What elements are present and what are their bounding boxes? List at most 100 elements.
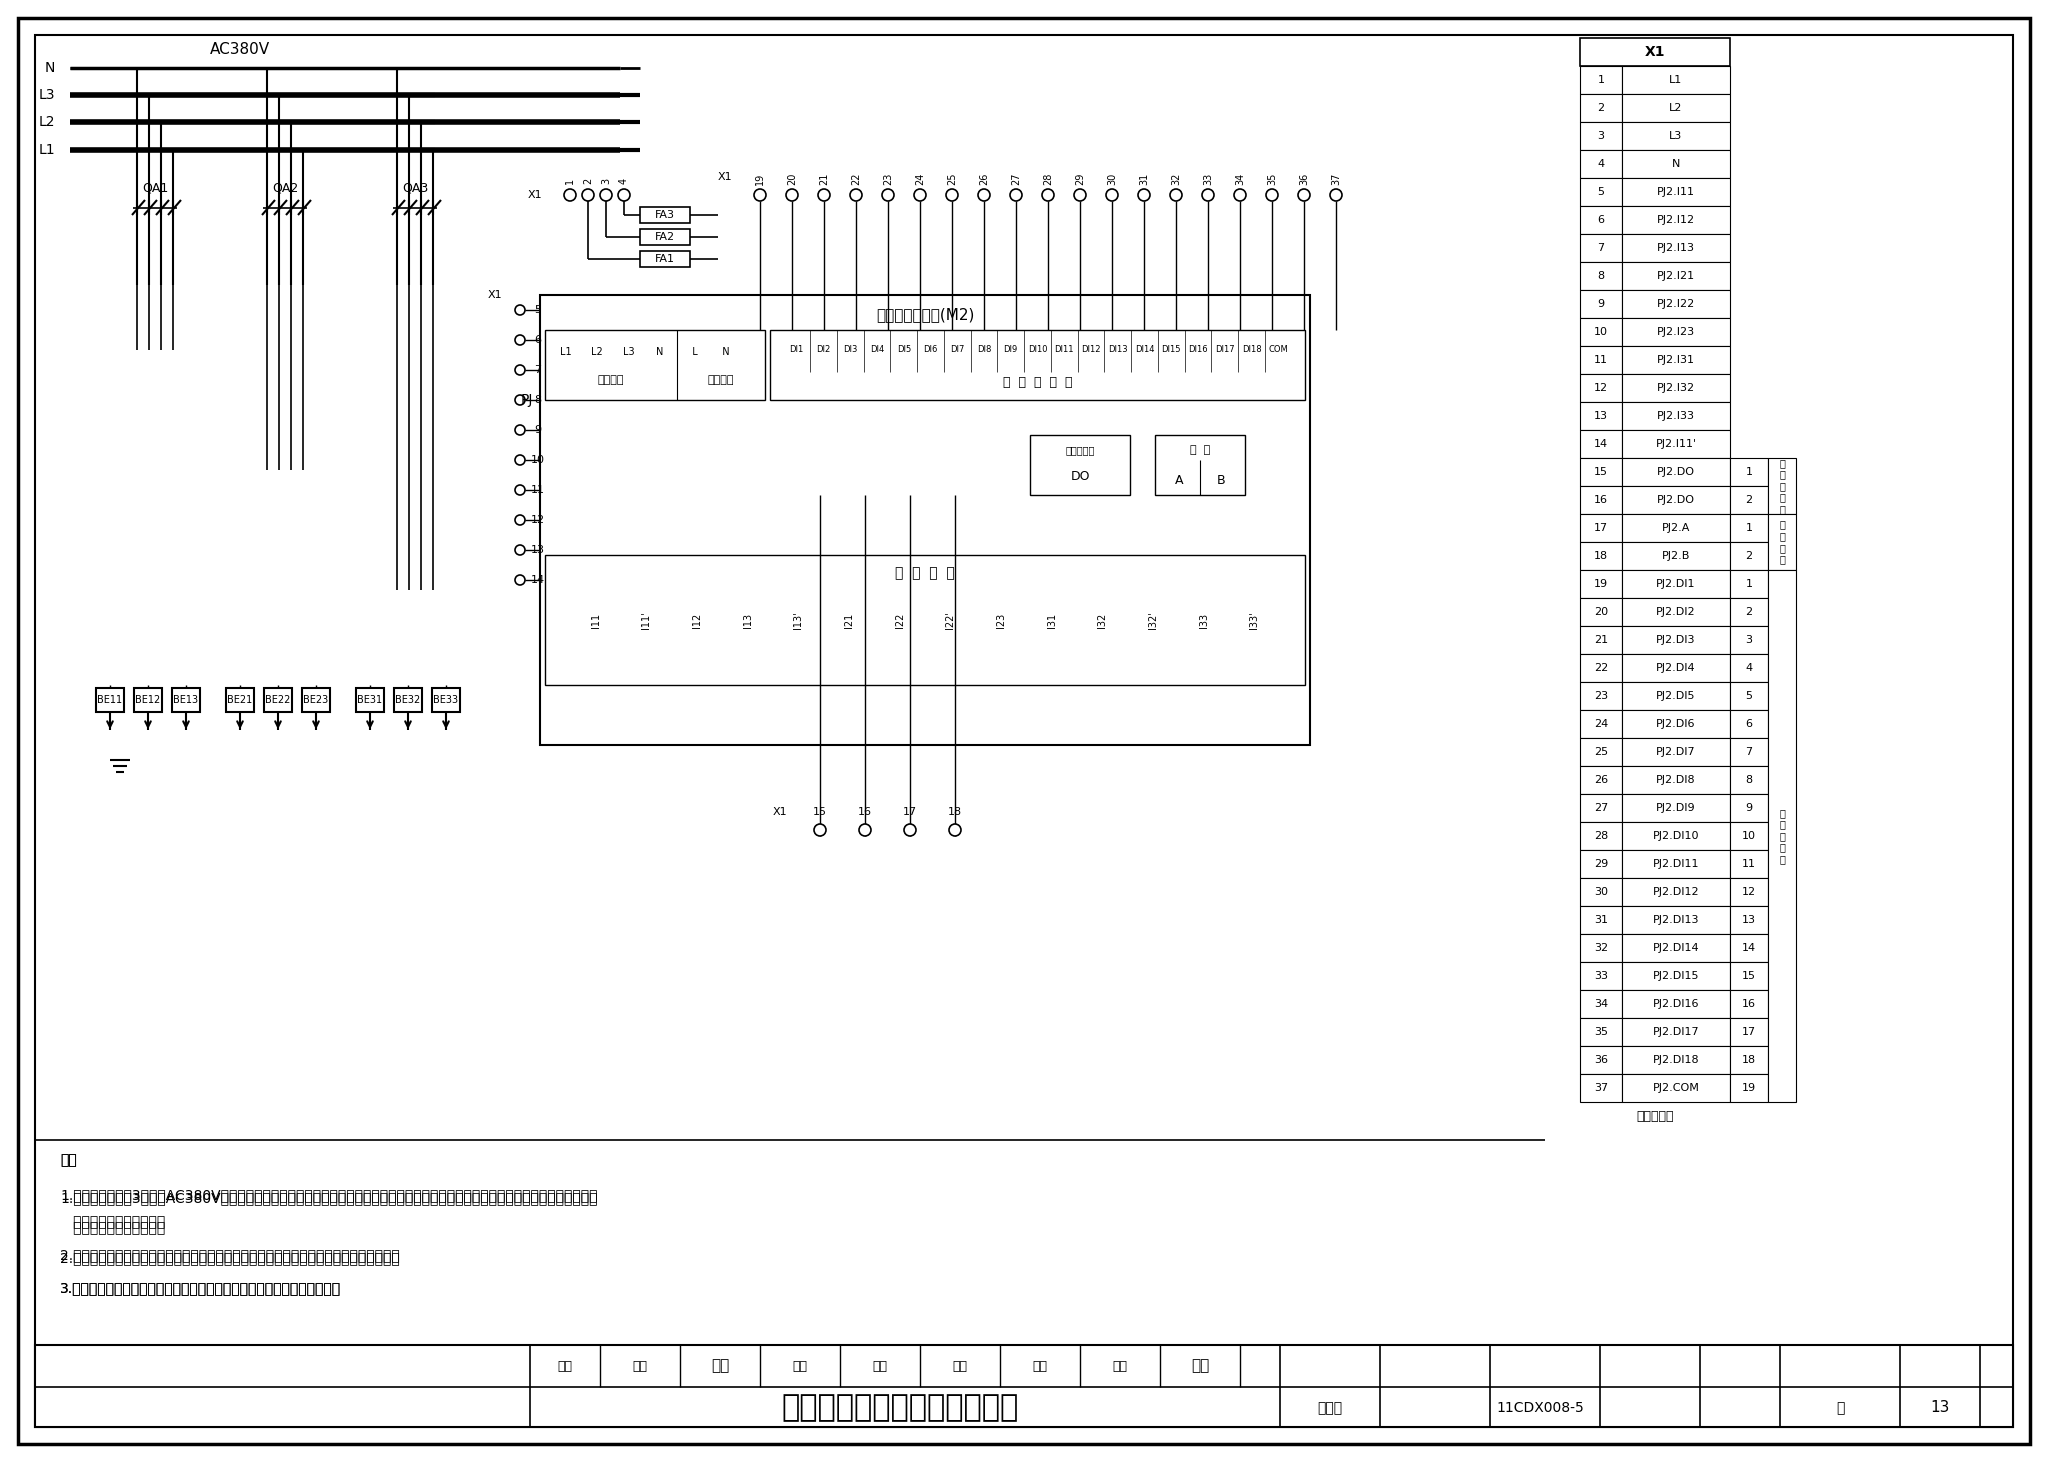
Text: 通
信
总
线: 通 信 总 线 <box>1780 519 1786 564</box>
Bar <box>1731 990 1767 1018</box>
Text: I13: I13 <box>743 613 754 627</box>
Bar <box>639 230 690 246</box>
Text: 17: 17 <box>1593 523 1608 534</box>
Circle shape <box>817 189 829 200</box>
Circle shape <box>786 189 799 200</box>
Bar <box>1731 962 1767 990</box>
Text: 图集号: 图集号 <box>1317 1401 1343 1415</box>
Text: I33': I33' <box>1249 611 1260 629</box>
Bar <box>1622 319 1731 346</box>
Text: DI7: DI7 <box>950 345 965 354</box>
Text: 29: 29 <box>1075 173 1085 186</box>
Text: 21: 21 <box>819 173 829 186</box>
Text: 9: 9 <box>535 425 541 436</box>
Text: PJ2.DI11: PJ2.DI11 <box>1653 860 1700 868</box>
Text: 11: 11 <box>530 485 545 496</box>
Bar <box>1622 738 1731 766</box>
Text: 7: 7 <box>1745 747 1753 757</box>
Circle shape <box>813 825 825 836</box>
Text: B: B <box>1217 474 1225 487</box>
Text: PJ2.B: PJ2.B <box>1661 551 1690 561</box>
Text: I11: I11 <box>590 613 600 627</box>
Circle shape <box>1202 189 1214 200</box>
Text: 6: 6 <box>535 335 541 345</box>
Text: L2: L2 <box>39 115 55 129</box>
Text: 7: 7 <box>1597 243 1604 253</box>
Text: I11': I11' <box>641 611 651 629</box>
Bar <box>1622 66 1731 94</box>
Circle shape <box>948 825 961 836</box>
Text: X1: X1 <box>528 190 543 200</box>
Bar <box>1622 94 1731 121</box>
Text: X1: X1 <box>487 289 502 300</box>
Circle shape <box>514 575 524 585</box>
Text: 23: 23 <box>883 173 893 186</box>
Circle shape <box>514 335 524 345</box>
Text: 19: 19 <box>756 173 766 186</box>
Text: 开  关  量  输  入: 开 关 量 输 入 <box>1004 376 1073 389</box>
Bar <box>1579 346 1622 374</box>
Text: 19: 19 <box>1593 579 1608 589</box>
Text: DI12: DI12 <box>1081 345 1100 354</box>
Bar <box>1579 962 1622 990</box>
Text: 5: 5 <box>1597 187 1604 197</box>
Text: 汪洁: 汪洁 <box>872 1360 887 1373</box>
Bar <box>172 689 201 712</box>
Bar <box>1731 654 1767 681</box>
Text: L2: L2 <box>592 346 602 357</box>
Circle shape <box>1329 189 1341 200</box>
Text: N: N <box>717 346 729 357</box>
Text: 34: 34 <box>1235 173 1245 186</box>
Text: 15: 15 <box>813 807 827 817</box>
Text: I23: I23 <box>995 613 1006 627</box>
Text: 2: 2 <box>1745 607 1753 617</box>
Bar <box>1579 766 1622 794</box>
Text: DI8: DI8 <box>977 345 991 354</box>
Bar <box>1579 1045 1622 1075</box>
Text: 5: 5 <box>535 306 541 314</box>
Text: 14: 14 <box>1593 439 1608 449</box>
Bar <box>1579 206 1622 234</box>
Bar <box>639 251 690 268</box>
Text: PJ2.DI7: PJ2.DI7 <box>1657 747 1696 757</box>
Text: PJ2.DO: PJ2.DO <box>1657 496 1696 504</box>
Text: 18: 18 <box>948 807 963 817</box>
Text: PJ2.I21: PJ2.I21 <box>1657 270 1696 281</box>
Text: 2: 2 <box>1745 551 1753 561</box>
Text: PJ2.DI8: PJ2.DI8 <box>1657 775 1696 785</box>
Text: 页: 页 <box>1835 1401 1843 1415</box>
Text: 24: 24 <box>915 173 926 186</box>
Text: QA1: QA1 <box>141 181 168 194</box>
Text: 37: 37 <box>1331 173 1341 186</box>
Text: 22: 22 <box>1593 662 1608 673</box>
Text: X1: X1 <box>717 173 733 181</box>
Text: 3.继电器输出接点可远程控制断路器等电气元件的开合操作，作用于遥控。: 3.继电器输出接点可远程控制断路器等电气元件的开合操作，作用于遥控。 <box>59 1281 342 1295</box>
Bar <box>432 689 461 712</box>
Bar <box>1622 962 1731 990</box>
Text: PJ2.DI2: PJ2.DI2 <box>1657 607 1696 617</box>
Circle shape <box>913 189 926 200</box>
Text: 8: 8 <box>535 395 541 405</box>
Bar <box>1579 598 1622 626</box>
Bar <box>356 689 385 712</box>
Text: 审核: 审核 <box>557 1360 573 1373</box>
Text: BE21: BE21 <box>227 694 252 705</box>
Bar <box>1579 121 1622 151</box>
Bar <box>1622 542 1731 570</box>
Text: 37: 37 <box>1593 1083 1608 1094</box>
Text: 徐敏: 徐敏 <box>1112 1360 1128 1373</box>
Text: 4: 4 <box>618 178 629 184</box>
Text: 15: 15 <box>1743 971 1755 981</box>
Text: 继电器输出: 继电器输出 <box>1065 444 1096 455</box>
Bar <box>1767 515 1796 570</box>
Bar <box>1622 681 1731 711</box>
Bar <box>1622 178 1731 206</box>
Bar <box>1731 738 1767 766</box>
Bar <box>1622 515 1731 542</box>
Bar <box>1579 151 1622 178</box>
Bar <box>1731 822 1767 849</box>
Bar <box>1579 879 1622 906</box>
Text: 24: 24 <box>1593 719 1608 730</box>
Bar <box>1622 990 1731 1018</box>
Circle shape <box>1298 189 1311 200</box>
